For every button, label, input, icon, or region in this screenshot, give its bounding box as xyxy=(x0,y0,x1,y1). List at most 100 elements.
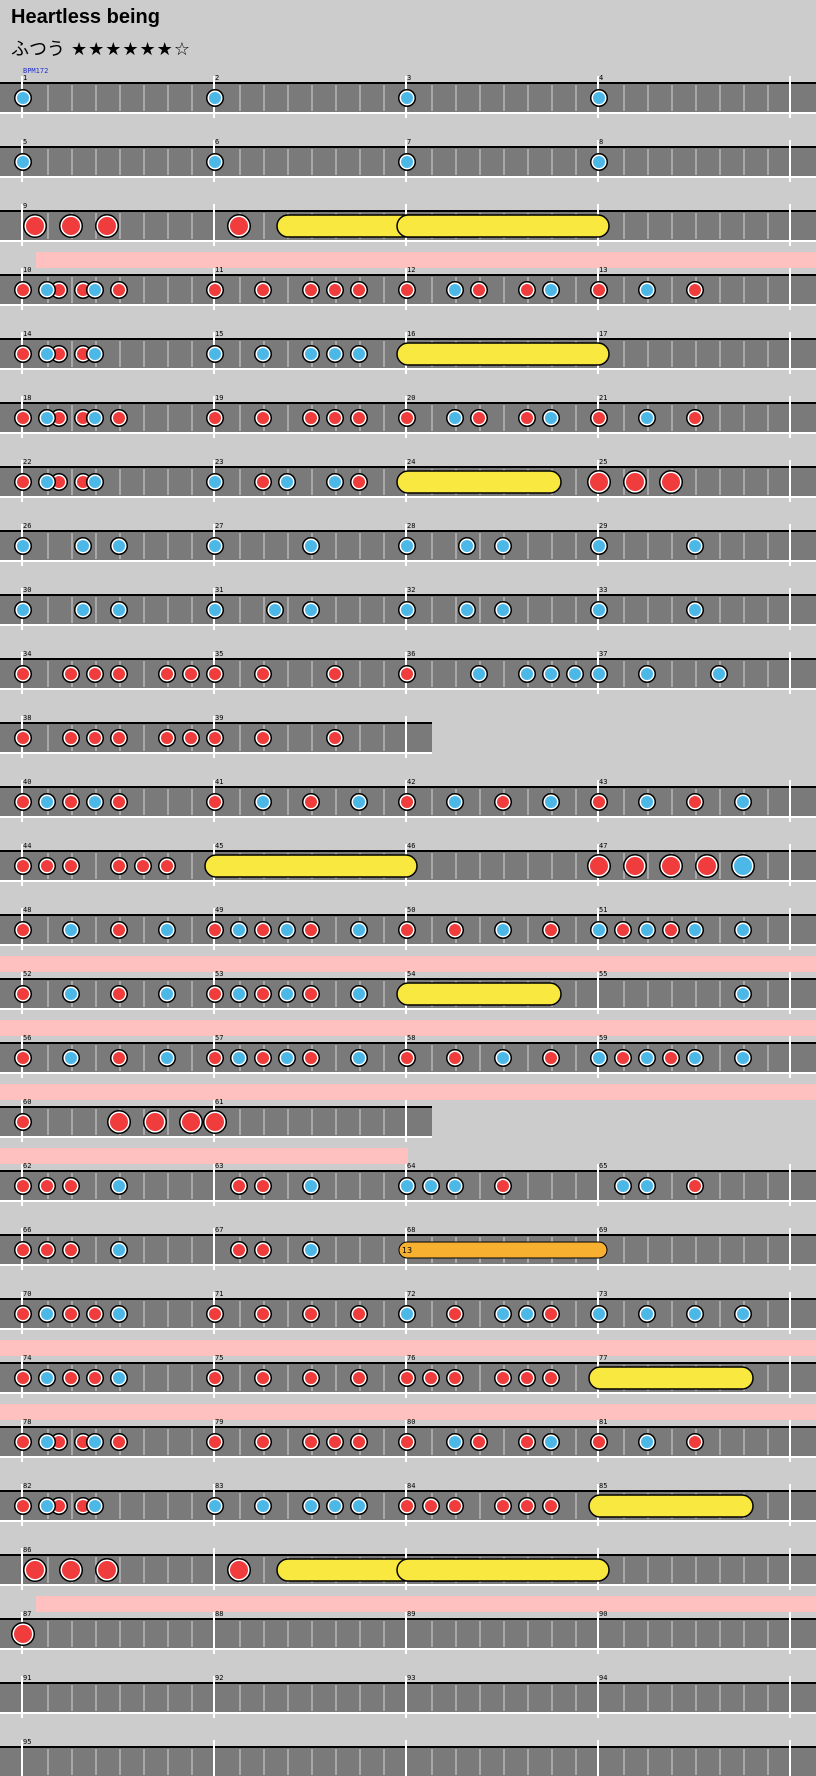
lane-border xyxy=(0,722,432,724)
measure-number: 59 xyxy=(599,1034,607,1042)
measure-number: 67 xyxy=(215,1226,223,1234)
big-don-note-face xyxy=(26,1561,44,1579)
chart-row: 30 31 32 33 xyxy=(0,586,816,630)
ka-note-face xyxy=(737,924,749,936)
measure-number: 58 xyxy=(407,1034,415,1042)
gogo-band xyxy=(600,1404,816,1420)
don-note-face xyxy=(689,796,701,808)
don-note-face xyxy=(257,1052,269,1064)
drumroll xyxy=(396,342,610,366)
lane-border xyxy=(0,1106,432,1108)
lane-border xyxy=(0,1490,816,1492)
don-note-face xyxy=(17,1116,29,1128)
ka-note-face xyxy=(305,1180,317,1192)
don-note-face xyxy=(209,924,221,936)
don-note-face xyxy=(65,1180,77,1192)
measure-number: 79 xyxy=(215,1418,223,1426)
don-note-face xyxy=(593,1436,605,1448)
don-note-face xyxy=(329,668,341,680)
measure-number: 13 xyxy=(599,266,607,274)
don-note-face xyxy=(257,924,269,936)
ka-note-face xyxy=(209,348,221,360)
ka-note-face xyxy=(305,604,317,616)
gogo-band xyxy=(216,1020,408,1036)
don-note-face xyxy=(53,1500,65,1512)
ka-note-face xyxy=(41,284,53,296)
lane-border xyxy=(0,176,816,178)
ka-note-face xyxy=(161,924,173,936)
chart-row: 48 49 50 51 xyxy=(0,906,816,972)
don-note-face xyxy=(17,860,29,872)
don-note-face xyxy=(257,1244,269,1256)
ka-note-face xyxy=(641,1180,653,1192)
ka-note-face xyxy=(41,1500,53,1512)
measure-number: 16 xyxy=(407,330,415,338)
big-don-note-face xyxy=(662,473,680,491)
ka-note-face xyxy=(545,412,557,424)
ka-note-face xyxy=(281,476,293,488)
lane-border xyxy=(0,1072,816,1074)
don-note-face xyxy=(65,732,77,744)
ka-note-face xyxy=(617,1180,629,1192)
measure-number: 32 xyxy=(407,586,415,594)
measure-number: 74 xyxy=(23,1354,31,1362)
bpm-label: BPM172 xyxy=(23,67,48,75)
ka-note-face xyxy=(41,476,53,488)
chart-row: 44 45 46 47 xyxy=(0,842,816,886)
lane-border xyxy=(0,304,816,306)
big-don-note-face xyxy=(206,1113,224,1131)
lane xyxy=(0,1748,816,1776)
ka-note-face xyxy=(65,988,77,1000)
don-note-face xyxy=(53,284,65,296)
measure-number: 71 xyxy=(215,1290,223,1298)
don-note-face xyxy=(305,924,317,936)
don-note-face xyxy=(41,1244,53,1256)
chart-row: 82 83 84 85 xyxy=(0,1482,816,1526)
ka-note-face xyxy=(209,540,221,552)
gogo-band xyxy=(600,1020,816,1036)
ka-note-face xyxy=(353,1500,365,1512)
ka-note-face xyxy=(161,988,173,1000)
measure-number: 89 xyxy=(407,1610,415,1618)
gogo-band xyxy=(408,1084,600,1100)
don-note-face xyxy=(353,284,365,296)
don-note-face xyxy=(209,1052,221,1064)
measure-number: 20 xyxy=(407,394,415,402)
don-note-face xyxy=(257,1372,269,1384)
chart-row: 18 19 20 21 xyxy=(0,394,816,438)
measure-number: 78 xyxy=(23,1418,31,1426)
don-note-face xyxy=(17,1244,29,1256)
don-note-face xyxy=(425,1500,437,1512)
ka-note-face xyxy=(401,1180,413,1192)
measure-number: 81 xyxy=(599,1418,607,1426)
ka-note-face xyxy=(89,412,101,424)
measure-number: 76 xyxy=(407,1354,415,1362)
measure-number: 68 xyxy=(407,1226,415,1234)
lane-border xyxy=(0,594,816,596)
ka-note-face xyxy=(641,1308,653,1320)
ka-note-face xyxy=(281,1052,293,1064)
measure-number: 72 xyxy=(407,1290,415,1298)
ka-note-face xyxy=(593,156,605,168)
don-note-face xyxy=(17,1436,29,1448)
don-note-face xyxy=(41,1180,53,1192)
don-note-face xyxy=(521,1436,533,1448)
don-note-face xyxy=(113,860,125,872)
don-note-face xyxy=(89,668,101,680)
gogo-band xyxy=(0,1404,216,1420)
ka-note-face xyxy=(545,1436,557,1448)
lane-border xyxy=(0,914,816,916)
chart-row: 14 15 16 17 xyxy=(0,330,816,374)
ka-note-face xyxy=(689,1308,701,1320)
lane-border xyxy=(0,240,816,242)
measure-number: 22 xyxy=(23,458,31,466)
ka-note-face xyxy=(461,540,473,552)
ka-note-face xyxy=(401,92,413,104)
ka-note-face xyxy=(281,924,293,936)
measure-number: 38 xyxy=(23,714,31,722)
measure-number: 41 xyxy=(215,778,223,786)
ka-note-face xyxy=(641,668,653,680)
ka-note-face xyxy=(89,1500,101,1512)
star-rating: ★★★★★★☆ xyxy=(71,39,191,60)
don-note-face xyxy=(521,412,533,424)
